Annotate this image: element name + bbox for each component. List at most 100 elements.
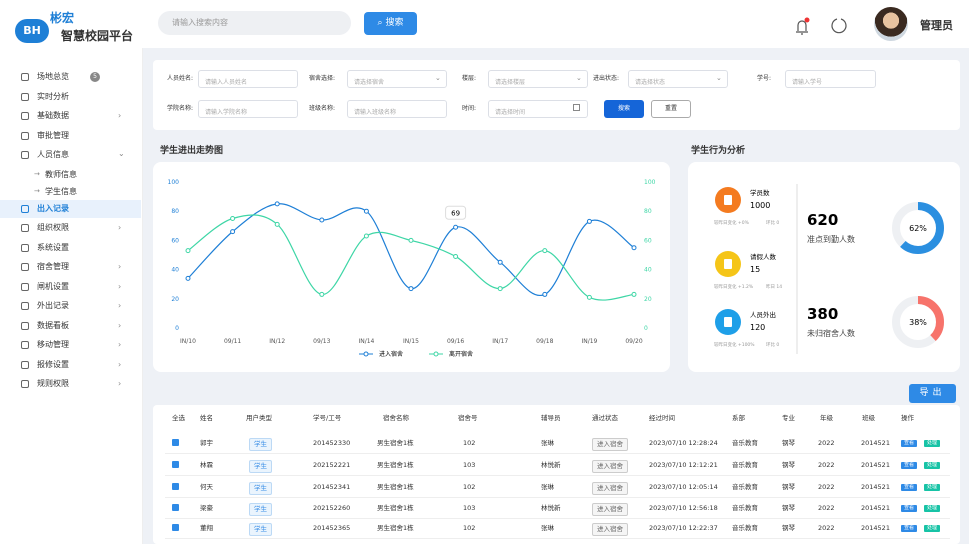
menu-item[interactable]: 外出记录: [37, 301, 69, 310]
menu-item[interactable]: 规则权限: [37, 379, 69, 388]
x-tick-label: IN/19: [581, 338, 597, 345]
menu-arrow: ›: [118, 359, 122, 369]
row-checkbox[interactable]: [172, 439, 179, 446]
action-button[interactable]: 处理: [924, 505, 941, 512]
menu-item[interactable]: 场地总览: [37, 72, 69, 81]
table-cell: 张琳: [541, 439, 554, 447]
table-cell: 2023/07/10 12:28:24: [649, 439, 718, 447]
row-checkbox[interactable]: [172, 461, 179, 468]
filter-label: 学号:: [757, 75, 772, 82]
menu-icon: [21, 380, 29, 388]
action-button[interactable]: 查看: [901, 462, 918, 469]
table-cell: 102: [463, 439, 476, 447]
behavior-value: 120: [750, 323, 765, 332]
action-button[interactable]: 查看: [901, 525, 918, 532]
action-button[interactable]: 处理: [924, 525, 941, 532]
table-cell: 2023/07/10 12:05:14: [649, 483, 718, 491]
column-header: 班级: [862, 414, 875, 422]
filter-input[interactable]: 请输入班级名称: [347, 100, 447, 118]
filter-input[interactable]: 请输入人员姓名: [198, 70, 298, 88]
behavior-icon-glyph: [724, 195, 732, 205]
table-cell: 2014521: [861, 483, 890, 491]
table-cell: 2023/07/10 12:56:18: [649, 504, 718, 512]
cell-tag: 进入宿舍: [592, 482, 628, 495]
menu-item[interactable]: 数据看板: [37, 320, 69, 330]
behavior-value: 15: [750, 265, 760, 274]
menu-item[interactable]: 宿舍管理: [37, 262, 69, 271]
column-header: 辅导员: [541, 414, 561, 422]
table-cell: 音乐教育: [732, 524, 758, 532]
cell-tag: 进入宿舍: [592, 503, 628, 516]
line-chart: 0 20 40 60 80 100 0 20 40 60 80 100 IN/10 09/11 IN/12 0…: [168, 179, 656, 358]
menu-item[interactable]: 报修设置: [37, 359, 69, 369]
y-tick-label: 40: [171, 267, 179, 274]
action-button[interactable]: 查看: [901, 505, 918, 512]
filter-search[interactable]: 搜索: [604, 100, 644, 118]
y-tick-label: 60: [171, 237, 179, 244]
cell-tag: 学生: [249, 460, 272, 473]
row-checkbox[interactable]: [172, 504, 179, 511]
column-header: 操作: [901, 414, 914, 422]
table-cell: 钢琴: [782, 461, 795, 469]
column-header: 全选: [172, 414, 185, 422]
filter-reset[interactable]: 重置: [651, 100, 691, 118]
filter-input[interactable]: 请输入学院名称: [198, 100, 298, 118]
column-header: 系部: [732, 414, 745, 422]
menu-item[interactable]: 系统设置: [37, 242, 69, 252]
filter-input[interactable]: 请选择楼层: [488, 70, 588, 88]
data-point: [408, 237, 414, 243]
menu-item[interactable]: 组织权限: [37, 223, 69, 232]
table-cell: 201452365: [313, 524, 351, 532]
row-divider: [165, 538, 950, 539]
chart-card: [153, 162, 670, 372]
action-button[interactable]: 处理: [924, 440, 941, 447]
filter-input[interactable]: 请选择状态: [628, 70, 728, 88]
menu-item[interactable]: 基础数据: [37, 111, 69, 120]
filter-input[interactable]: 请选择宿舍: [347, 70, 447, 88]
search-button[interactable]: ⌕ 搜索: [364, 12, 417, 35]
action-button[interactable]: 处理: [924, 462, 941, 469]
menu-item[interactable]: 实时分析: [37, 91, 69, 101]
table-cell: 梁豪: [200, 504, 213, 512]
menu-item[interactable]: 审批管理: [37, 130, 69, 140]
submenu-item[interactable]: 教师信息: [45, 169, 77, 179]
behavior-graphics: 学员数 1000 较昨日变化 +0% 环比 0 请假人数 15 较昨日变化 +1.2% 昨日 …: [714, 184, 944, 354]
table-cell: 林霖: [200, 461, 213, 469]
column-header: 经过时间: [649, 414, 675, 422]
select-caret: ⌄: [435, 74, 441, 82]
table-cell: 音乐教育: [732, 461, 758, 469]
data-point: [363, 233, 369, 239]
row-checkbox[interactable]: [172, 524, 179, 531]
table-cell: 102: [463, 483, 476, 491]
menu-item[interactable]: 闸机设置: [37, 281, 69, 291]
brand: 彬宏: [50, 11, 75, 25]
submenu-item[interactable]: 学生信息: [45, 186, 77, 196]
row-checkbox[interactable]: [172, 483, 179, 490]
search-input[interactable]: 请输入搜索内容: [158, 11, 351, 35]
data-point: [274, 201, 280, 207]
select-caret: ⌄: [716, 74, 722, 82]
search-button-text: 搜索: [385, 18, 404, 28]
user-name[interactable]: 管理员: [920, 19, 953, 32]
menu-item[interactable]: 人员信息: [37, 150, 69, 159]
column-header: 学号/工号: [313, 414, 342, 422]
filter-input[interactable]: 请输入学号: [785, 70, 876, 88]
menu-arrow: ›: [118, 262, 122, 271]
action-button[interactable]: 处理: [924, 484, 941, 491]
action-button[interactable]: 查看: [901, 440, 918, 447]
menu-icon: [21, 204, 29, 213]
menu-icon: [21, 92, 29, 101]
y2-tick-label: 20: [644, 296, 652, 303]
action-button[interactable]: 查看: [901, 484, 918, 491]
table-cell: 男生宿舍1栋: [377, 461, 414, 469]
table-cell: 钢琴: [782, 439, 795, 447]
legend-marker: [433, 351, 439, 357]
menu-arrow: ›: [118, 340, 122, 349]
filter-input[interactable]: 请选择时间: [488, 100, 588, 118]
export-button[interactable]: 导出: [909, 384, 956, 403]
menu-item[interactable]: 移动管理: [37, 340, 69, 349]
avatar[interactable]: [874, 7, 908, 41]
menu-item[interactable]: 出入记录: [37, 203, 69, 213]
menu-icon: [21, 302, 29, 310]
data-point: [542, 248, 548, 254]
